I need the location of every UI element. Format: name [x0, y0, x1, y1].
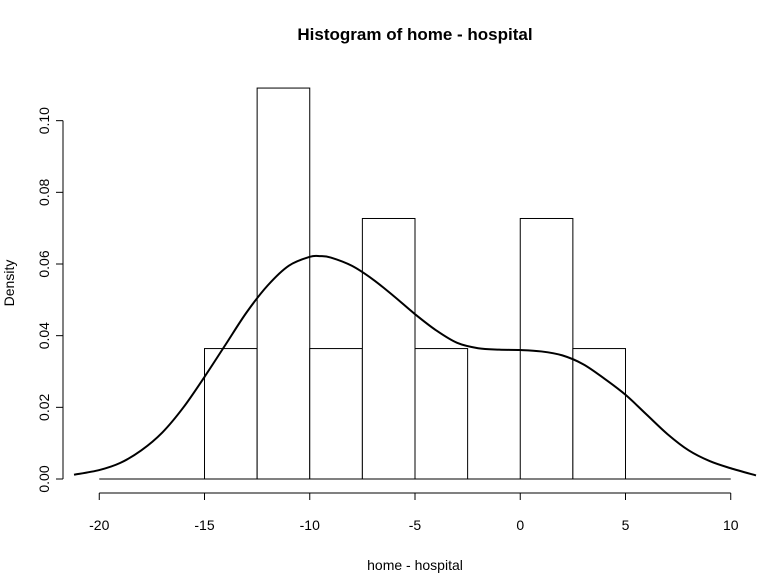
histogram-bars — [204, 87, 626, 480]
y-tick-label-0: 0.00 — [36, 465, 52, 492]
histogram-bar-4 — [414, 348, 469, 480]
y-tick-label-5: 0.10 — [36, 107, 52, 134]
y-tick-label-2: 0.04 — [36, 322, 52, 349]
x-axis-label: home - hospital — [367, 557, 463, 573]
histogram-bar-2 — [309, 348, 363, 480]
histogram-bar-6 — [519, 217, 574, 480]
density-curve — [73, 254, 757, 477]
x-tick-label-3: -5 — [409, 517, 422, 533]
x-tick-label-2: -10 — [300, 517, 320, 533]
x-axis: -20 -15 -10 -5 0 5 10 — [89, 492, 739, 533]
x-tick-label-1: -15 — [194, 517, 214, 533]
x-tick-label-0: -20 — [89, 517, 109, 533]
histogram-bar-7 — [572, 348, 626, 480]
histogram-bar-1 — [256, 87, 311, 480]
y-tick-label-1: 0.02 — [36, 393, 52, 420]
y-tick-label-4: 0.08 — [36, 178, 52, 205]
x-tick-label-4: 0 — [516, 517, 524, 533]
histogram-bar-3 — [361, 217, 416, 480]
x-tick-label-5: 5 — [622, 517, 630, 533]
y-tick-label-3: 0.06 — [36, 250, 52, 277]
y-axis-label: Density — [1, 260, 17, 307]
x-tick-label-6: 10 — [723, 517, 739, 533]
chart-title: Histogram of home - hospital — [297, 25, 532, 44]
histogram-bar-0 — [204, 348, 258, 480]
y-axis: 0.00 0.02 0.04 0.06 0.08 0.10 — [36, 107, 64, 493]
